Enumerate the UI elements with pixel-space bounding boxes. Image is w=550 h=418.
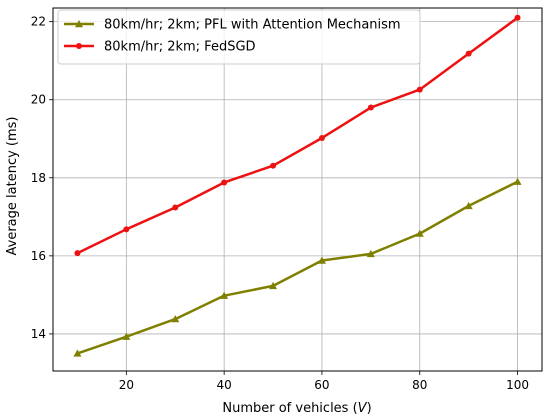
series-line xyxy=(76,16,519,255)
data-point xyxy=(220,291,229,299)
legend-entry: 80km/hr; 2km; PFL with Attention Mechani… xyxy=(64,18,401,33)
data-point xyxy=(171,315,180,323)
data-point xyxy=(74,250,81,257)
data-point xyxy=(366,249,375,258)
x-tick-label: 100 xyxy=(506,378,529,392)
data-point xyxy=(464,201,473,210)
data-point xyxy=(172,204,179,211)
data-point xyxy=(122,332,131,340)
y-axis-label: Average latency (ms) xyxy=(5,117,20,256)
x-tick-label: 20 xyxy=(119,378,134,392)
series-layer xyxy=(73,14,522,357)
data-point xyxy=(318,134,325,141)
legend-entry: 80km/hr; 2km; FedSGD xyxy=(64,40,256,55)
series-1 xyxy=(73,177,522,357)
data-point xyxy=(269,281,278,290)
y-tick-label: 16 xyxy=(31,249,46,263)
data-point xyxy=(514,14,521,21)
y-tick-label: 22 xyxy=(31,15,46,29)
data-point xyxy=(415,229,424,237)
y-tick-label: 14 xyxy=(31,327,46,341)
y-tick-label: 20 xyxy=(31,93,46,107)
axis-ticks: 20 40 60 80 100 14 16 18 20 22 xyxy=(31,15,529,392)
plot-frame xyxy=(52,7,543,372)
series-line xyxy=(77,180,519,355)
legend-swatch-marker xyxy=(76,43,82,49)
data-point xyxy=(317,256,326,264)
data-point xyxy=(513,177,522,185)
data-point xyxy=(270,162,277,169)
x-tick-label: 40 xyxy=(217,378,232,392)
data-point xyxy=(73,349,82,357)
x-tick-label: 60 xyxy=(314,378,329,392)
legend-label: 80km/hr; 2km; PFL with Attention Mechani… xyxy=(104,18,401,33)
legend-swatch-marker xyxy=(75,20,83,28)
legend: 80km/hr; 2km; PFL with Attention Mechani… xyxy=(57,9,421,65)
legend-box xyxy=(57,9,421,65)
data-point xyxy=(123,226,130,233)
data-point xyxy=(221,179,228,186)
series-2 xyxy=(74,14,521,257)
data-point xyxy=(416,86,423,93)
x-axis-label: Number of vehicles (V) xyxy=(222,401,371,416)
data-point xyxy=(465,50,472,57)
x-tick-label: 80 xyxy=(412,378,427,392)
y-tick-label: 18 xyxy=(31,171,46,185)
legend-label: 80km/hr; 2km; FedSGD xyxy=(104,40,256,55)
data-point xyxy=(367,104,374,111)
